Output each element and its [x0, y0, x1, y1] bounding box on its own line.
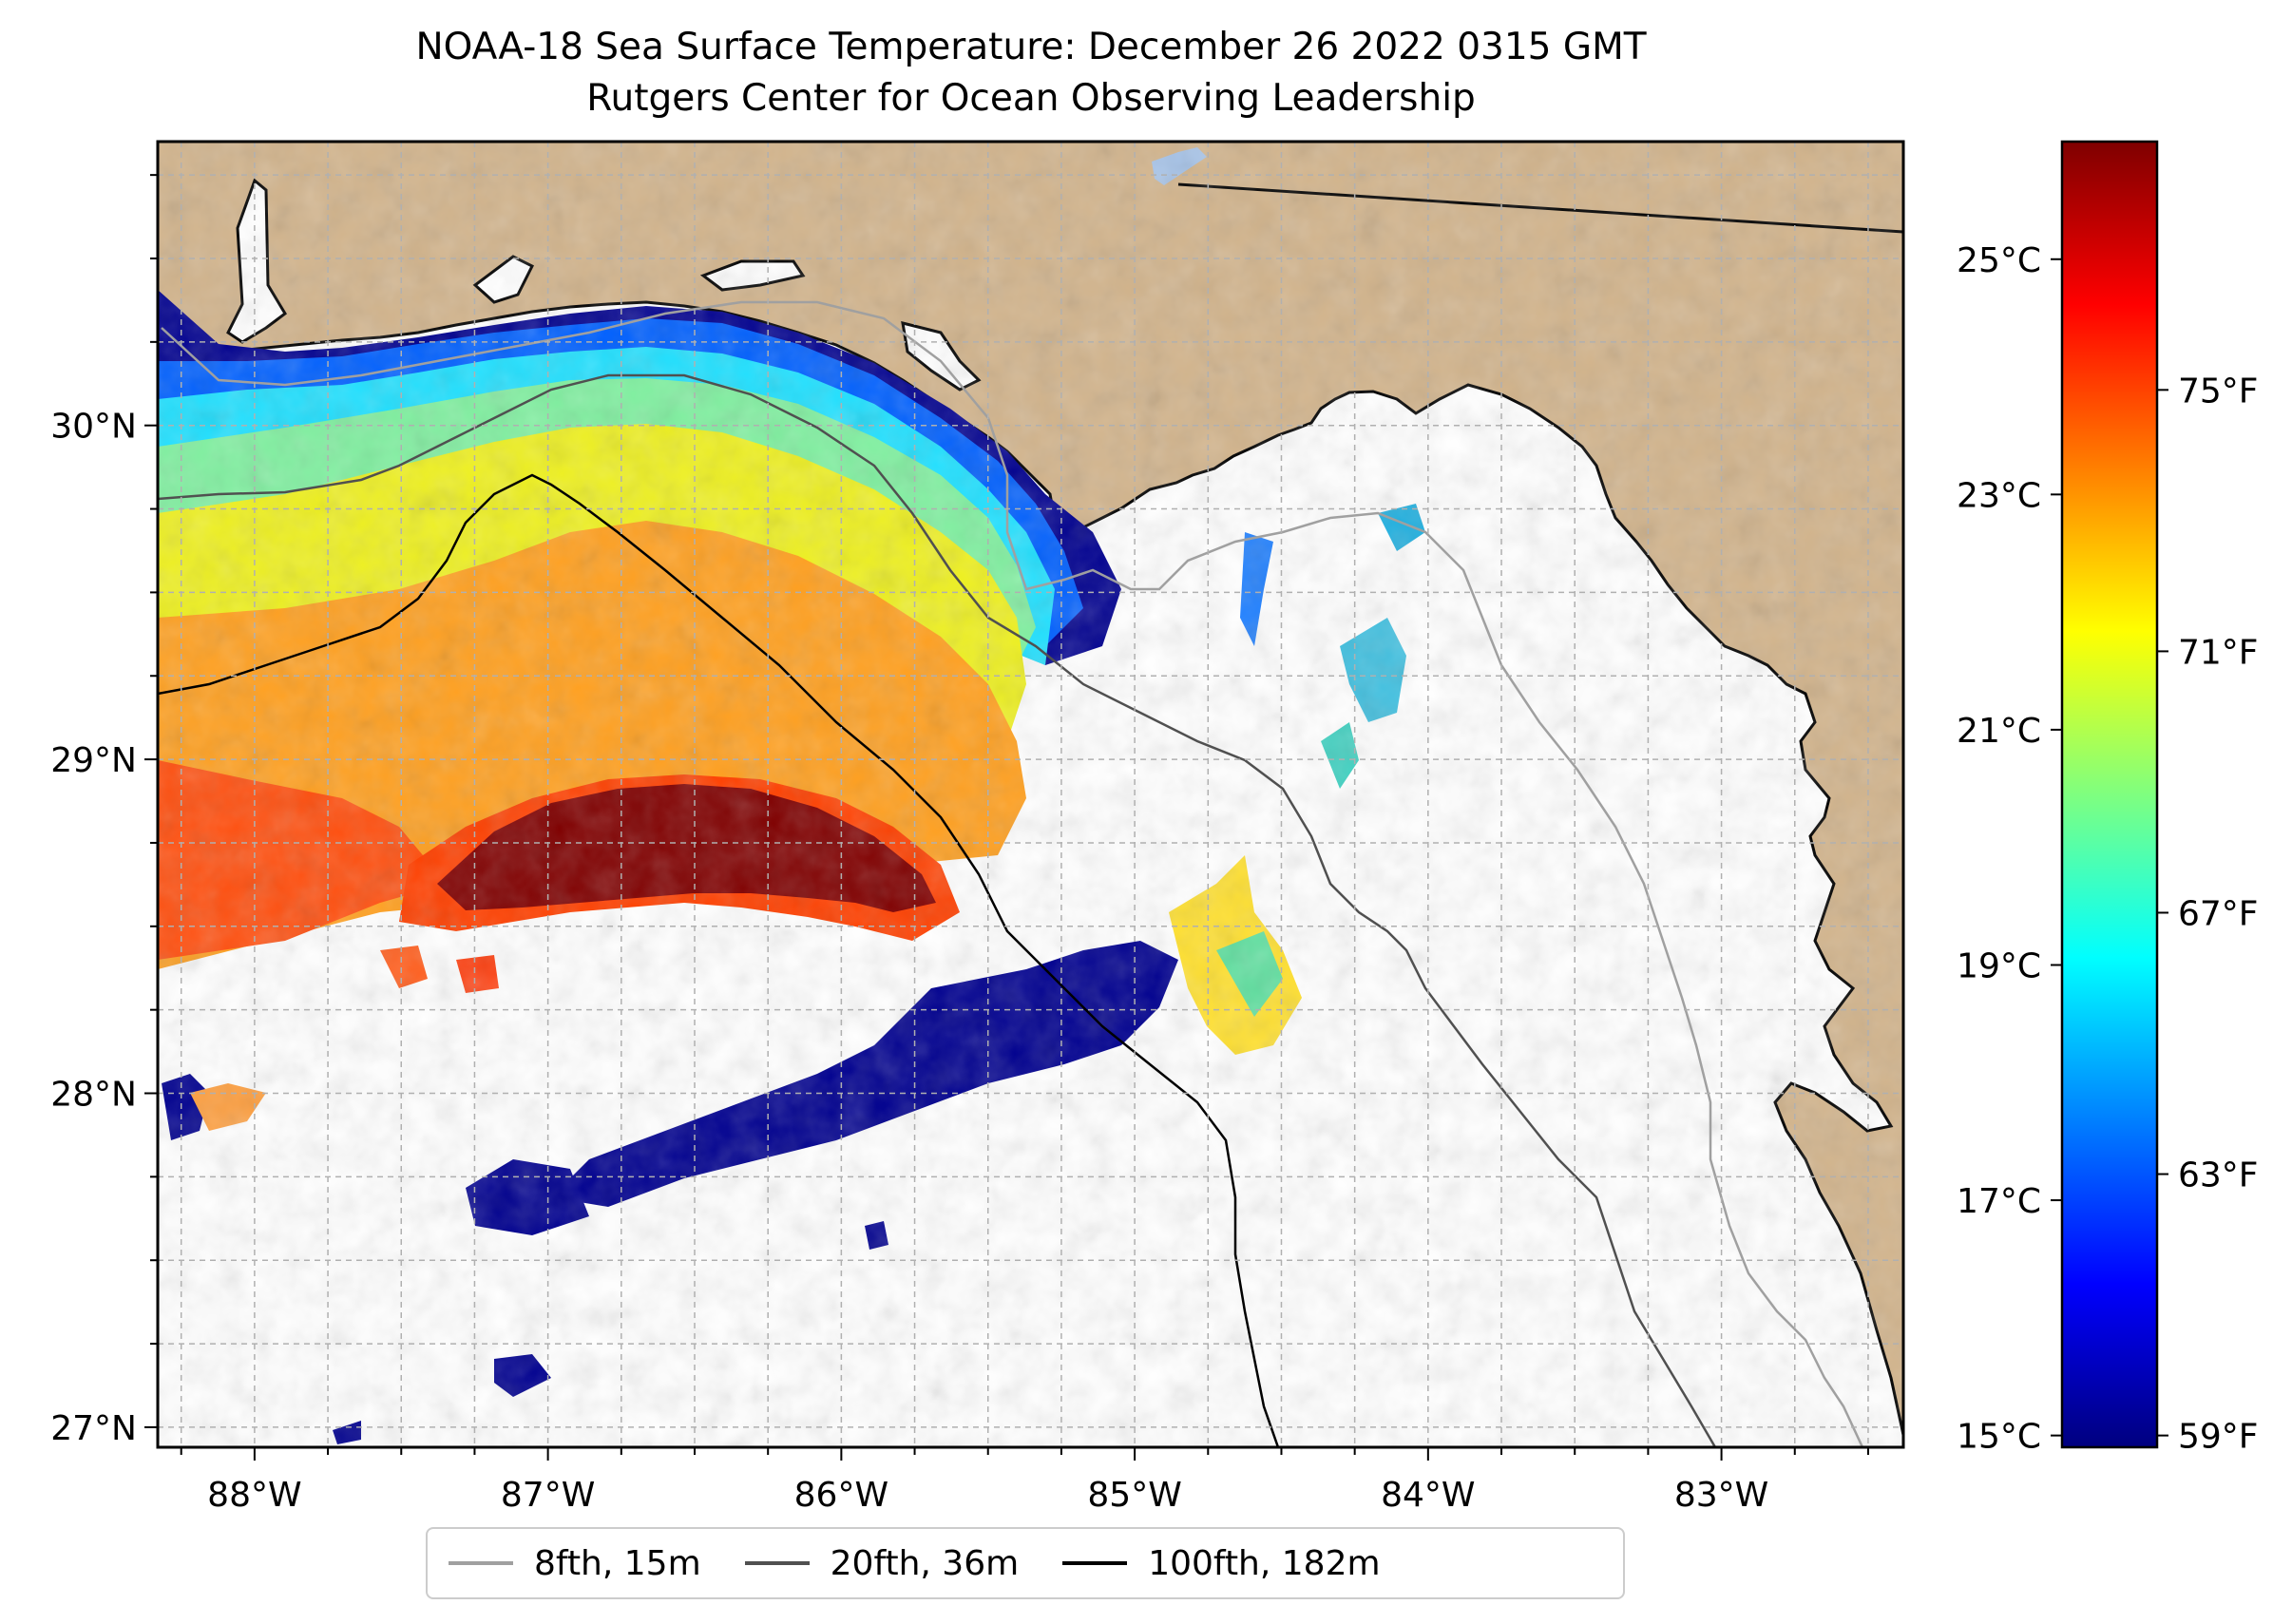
colorbar-f-label: 67°F: [2178, 894, 2259, 933]
x-tick-label: 88°W: [207, 1476, 301, 1515]
legend-line-20fth: [744, 1561, 810, 1565]
colorbar-celsius-axis: 25°C 23°C 21°C 19°C 17°C 15°C: [1957, 241, 2062, 1457]
colorbar-c-label: 19°C: [1957, 946, 2041, 985]
legend-label: 20fth, 36m: [830, 1543, 1020, 1583]
contour-8fth-15m: [161, 300, 1864, 1447]
chart-subtitle: Rutgers Center for Ocean Observing Leade…: [586, 77, 1476, 120]
map-frame: [156, 140, 1905, 1449]
x-tick-label: 87°W: [501, 1476, 595, 1515]
x-tick-label: 85°W: [1087, 1476, 1181, 1515]
colorbar-f-label: 63°F: [2178, 1156, 2259, 1195]
graticule: [158, 142, 1903, 1447]
y-tick-label: 27°N: [50, 1409, 137, 1448]
sst-texture: [158, 142, 1903, 1447]
latitude-axis: 30°N 29°N 28°N 27°N: [50, 174, 158, 1448]
legend-line-100fth: [1062, 1561, 1128, 1565]
colorbar-f-label: 59°F: [2178, 1418, 2259, 1457]
chart-title: NOAA-18 Sea Surface Temperature: Decembe…: [415, 26, 1647, 68]
legend-label: 8fth, 15m: [534, 1543, 701, 1583]
legend-item: 20fth, 36m: [744, 1543, 1020, 1583]
colorbar-c-label: 17°C: [1957, 1182, 2041, 1221]
contour-20fth-36m: [158, 373, 1717, 1447]
depth-legend: 8fth, 15m 20fth, 36m 100fth, 182m: [426, 1527, 1625, 1599]
legend-label: 100fth, 182m: [1148, 1543, 1381, 1583]
colorbar-f-label: 75°F: [2178, 372, 2259, 411]
colorbar-c-label: 25°C: [1957, 241, 2041, 280]
y-tick-label: 30°N: [50, 408, 137, 447]
y-tick-label: 29°N: [50, 741, 137, 780]
legend-item: 8fth, 15m: [449, 1544, 701, 1583]
colorbar-fahrenheit-axis: 75°F 71°F 67°F 63°F 59°F: [2157, 372, 2259, 1457]
colorbar-c-label: 21°C: [1957, 712, 2041, 751]
longitude-axis: 88°W 87°W 86°W 85°W 84°W 83°W: [180, 1447, 1869, 1515]
colorbar: [2060, 140, 2159, 1449]
y-tick-label: 28°N: [50, 1076, 137, 1115]
x-tick-label: 86°W: [794, 1476, 888, 1515]
colorbar-c-label: 23°C: [1957, 476, 2041, 515]
colorbar-c-label: 15°C: [1957, 1418, 2041, 1457]
x-tick-label: 83°W: [1674, 1476, 1768, 1515]
x-tick-label: 84°W: [1381, 1476, 1475, 1515]
legend-item: 100fth, 182m: [1062, 1543, 1381, 1583]
colorbar-f-label: 71°F: [2178, 633, 2259, 672]
legend-line-8fth: [449, 1561, 513, 1565]
